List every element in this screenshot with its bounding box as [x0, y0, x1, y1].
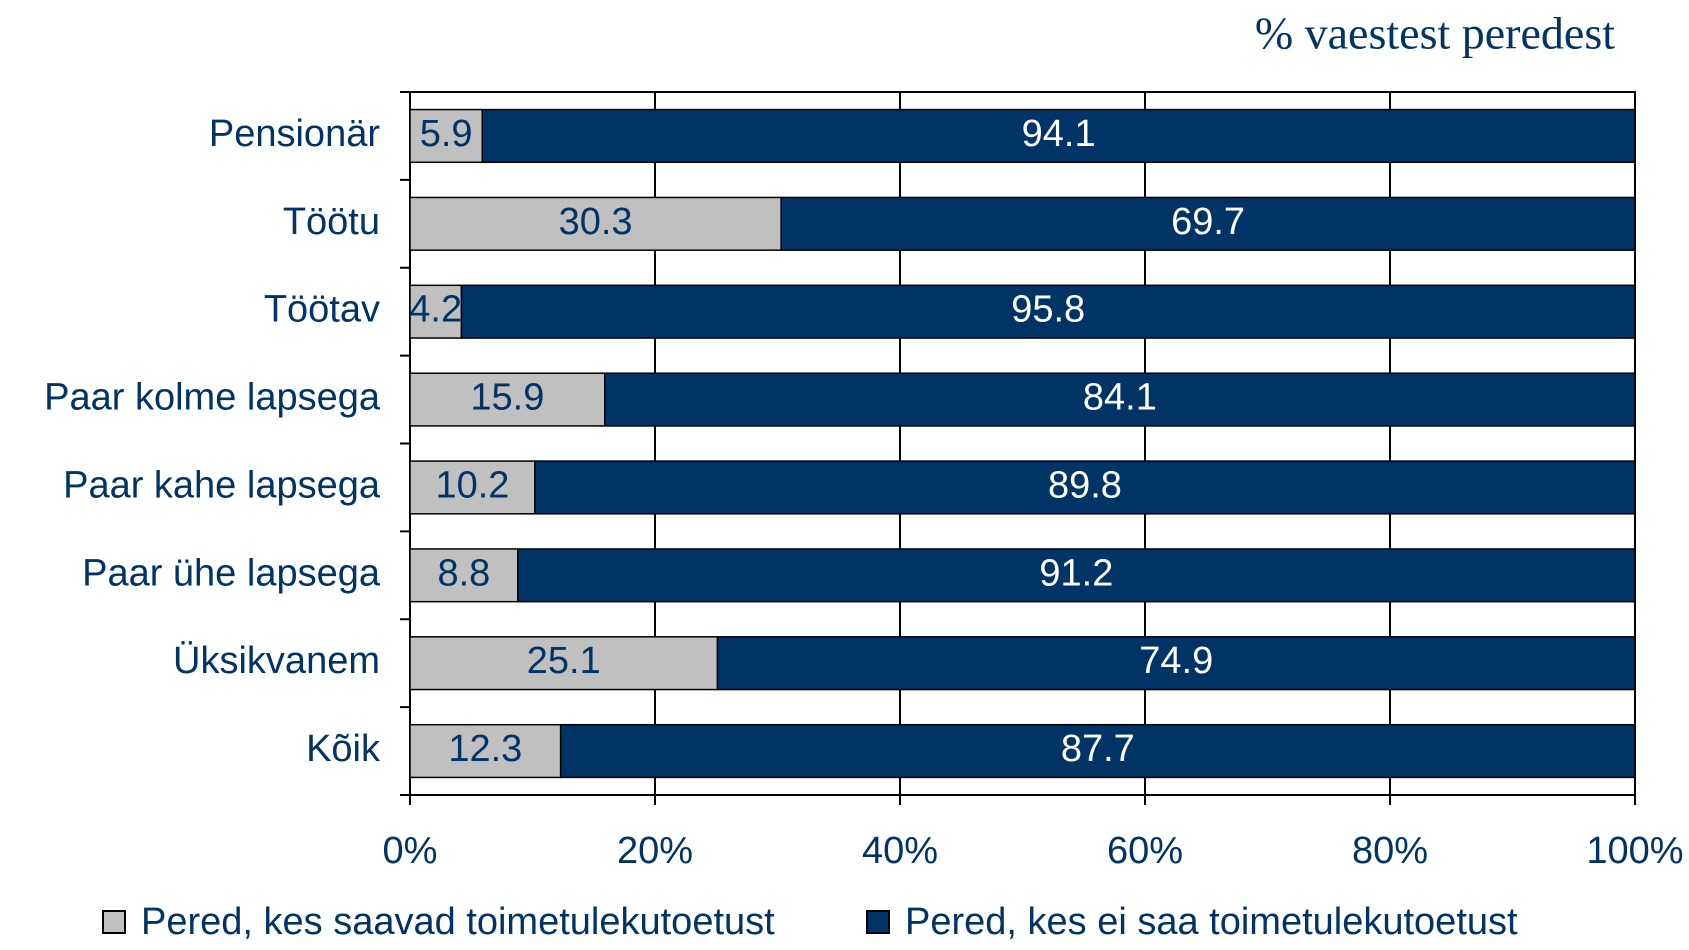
bar-segment: [716, 636, 1636, 691]
data-label: 74.9: [1139, 640, 1213, 682]
chart-title: % vaestest peredest: [1255, 8, 1615, 59]
legend-label: Pered, kes ei saa toimetulekutoetust: [905, 901, 1518, 943]
y-tick-label: Pensionär: [209, 113, 380, 155]
data-label: 12.3: [448, 728, 522, 770]
y-tick-label: Paar kahe lapsega: [63, 464, 381, 506]
data-label: 91.2: [1039, 552, 1113, 594]
x-tick-label: 60%: [1107, 830, 1183, 872]
bar-segment: [559, 723, 1636, 779]
bar-segment: [409, 372, 606, 427]
data-label: 87.7: [1061, 728, 1135, 770]
x-tick-label: 0%: [383, 830, 438, 872]
y-tick-label: Paar kolme lapsega: [44, 377, 381, 419]
bar-segment: [460, 284, 1636, 339]
legend-swatch: [866, 910, 890, 934]
x-tick-label: 40%: [862, 830, 938, 872]
legend-swatch: [102, 910, 126, 934]
y-tick-label: Töötav: [264, 289, 380, 331]
bar-segment: [409, 636, 719, 691]
data-label: 8.8: [437, 552, 490, 594]
x-tick-label: 100%: [1586, 830, 1683, 872]
bar-segment: [780, 196, 1636, 251]
data-label: 10.2: [435, 464, 509, 506]
bar-segment: [409, 548, 519, 603]
data-label: 4.2: [409, 289, 462, 331]
bar-segment: [517, 548, 1636, 603]
y-tick-label: Töötu: [283, 201, 380, 243]
bar-segment: [409, 460, 536, 515]
data-label: 30.3: [559, 201, 633, 243]
data-label: 94.1: [1022, 113, 1096, 155]
data-label: 69.7: [1171, 201, 1245, 243]
y-tick-label: Paar ühe lapsega: [82, 552, 381, 594]
bar-segment: [534, 460, 1636, 515]
bar-segment: [481, 108, 1636, 164]
data-label: 84.1: [1083, 377, 1157, 419]
data-label: 89.8: [1048, 464, 1122, 506]
bar-segment: [409, 723, 562, 779]
data-label: 5.9: [420, 113, 473, 155]
x-tick-label: 80%: [1352, 830, 1428, 872]
y-tick-label: Üksikvanem: [173, 640, 380, 682]
data-label: 95.8: [1011, 289, 1085, 331]
legend-label: Pered, kes saavad toimetulekutoetust: [141, 901, 775, 943]
data-label: 25.1: [527, 640, 601, 682]
data-label: 15.9: [470, 377, 544, 419]
bar-segment: [409, 284, 463, 339]
y-tick-label: Kõik: [306, 728, 381, 770]
bar-segment: [409, 196, 782, 251]
x-tick-label: 20%: [617, 830, 693, 872]
bar-segment: [409, 108, 484, 164]
bar-segment: [604, 372, 1636, 427]
